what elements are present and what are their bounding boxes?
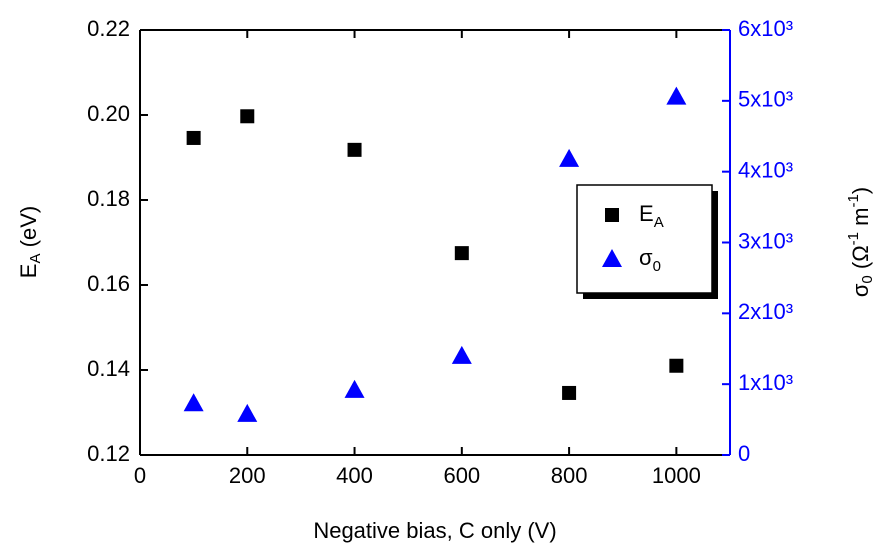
x-tick-label: 400 <box>336 463 373 488</box>
y2-axis-title-part: -1 <box>845 232 862 245</box>
x-axis-title: Negative bias, C only (V) <box>313 518 556 543</box>
marker-triangle <box>666 86 687 105</box>
marker-square <box>669 358 684 373</box>
x-tick-label: 0 <box>134 463 146 488</box>
y2-axis-title-part: m <box>848 208 873 232</box>
legend-label-part: A <box>654 214 664 231</box>
legend-label: EA <box>639 201 664 231</box>
y2-axis-title-part: (Ω <box>848 245 873 275</box>
y-tick-label: 0.14 <box>87 356 130 381</box>
y-tick-label: 0.20 <box>87 101 130 126</box>
y-axis-title: EA (eV) <box>16 206 44 278</box>
marker-square <box>347 142 362 157</box>
y-axis-title-part: (eV) <box>16 206 41 254</box>
marker-triangle <box>451 345 472 364</box>
y2-tick-label: 3x10³ <box>738 228 793 253</box>
marker-square <box>186 130 201 145</box>
y2-tick-label: 0 <box>738 441 750 466</box>
y2-tick-label: 1x10³ <box>738 370 793 395</box>
legend-label-part: σ <box>639 245 653 270</box>
y-tick-label: 0.18 <box>87 186 130 211</box>
y-axis-title-part: A <box>27 253 44 263</box>
y2-axis-title-part: 0 <box>859 275 876 283</box>
marker-square <box>240 109 255 124</box>
legend-label: σ0 <box>639 245 661 275</box>
y-tick-label: 0.22 <box>87 16 130 41</box>
y2-axis-title-part: ) <box>848 187 873 194</box>
y-axis-title-part: E <box>16 264 41 279</box>
y2-tick-label: 6x10³ <box>738 16 793 41</box>
marker-square <box>562 385 577 400</box>
y2-tick-label: 4x10³ <box>738 157 793 182</box>
marker-square <box>454 246 469 261</box>
y2-tick-label: 5x10³ <box>738 87 793 112</box>
x-tick-label: 600 <box>443 463 480 488</box>
marker-triangle <box>183 393 204 412</box>
y2-axis-title: σ0 (Ω-1 m-1) <box>845 187 876 297</box>
y-tick-label: 0.16 <box>87 271 130 296</box>
y-tick-label: 0.12 <box>87 441 130 466</box>
marker-square <box>605 208 619 222</box>
y2-axis-title-part: -1 <box>845 194 862 207</box>
x-tick-label: 1000 <box>652 463 701 488</box>
legend <box>576 184 713 294</box>
marker-triangle <box>602 249 622 267</box>
y2-tick-label: 2x10³ <box>738 299 793 324</box>
x-tick-label: 800 <box>551 463 588 488</box>
legend-label-part: 0 <box>653 258 661 275</box>
marker-triangle <box>237 403 258 422</box>
marker-triangle <box>559 148 580 167</box>
legend-label-part: E <box>639 201 654 226</box>
x-tick-label: 200 <box>229 463 266 488</box>
y2-axis-title-part: σ <box>848 283 873 297</box>
marker-triangle <box>344 379 365 398</box>
